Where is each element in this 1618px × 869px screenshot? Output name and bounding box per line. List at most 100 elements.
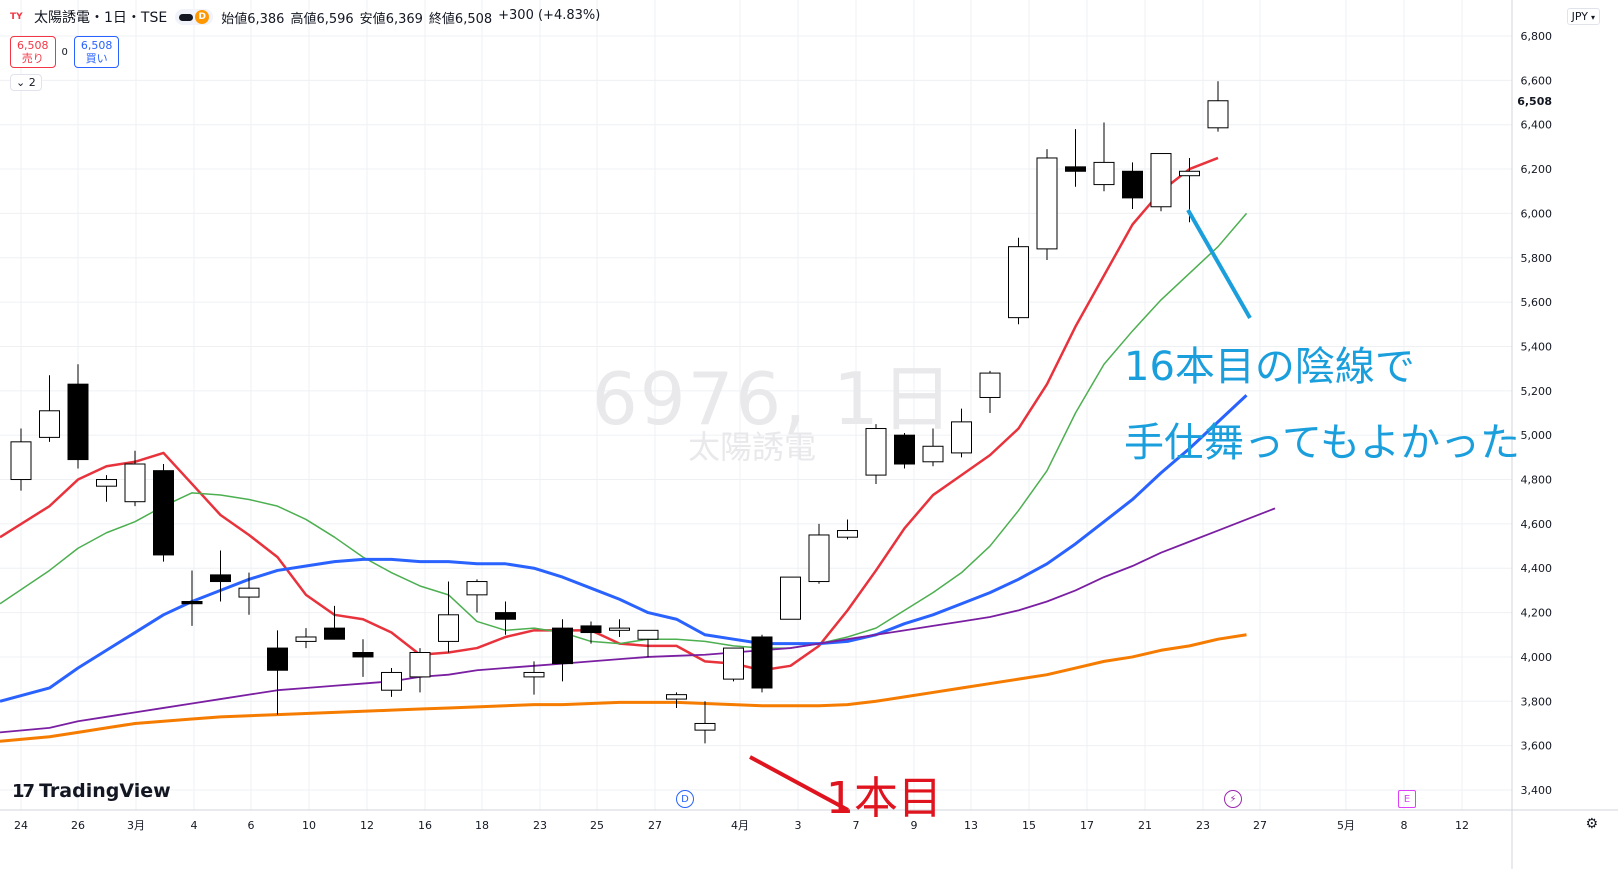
price-tick-label: 6,800 xyxy=(1521,30,1553,43)
candle xyxy=(723,647,744,682)
candle xyxy=(1207,81,1229,132)
candle xyxy=(381,668,402,697)
time-tick-label: 3月 xyxy=(127,819,145,832)
candle-body xyxy=(210,574,231,583)
price-tick-label: 3,600 xyxy=(1521,740,1553,753)
currency-selector[interactable]: JPY ▾ xyxy=(1566,8,1600,25)
candle xyxy=(210,550,231,602)
candle-body xyxy=(181,601,203,605)
symbol-title[interactable]: 太陽誘電・1日・TSE xyxy=(34,10,168,26)
time-tick-label: 16 xyxy=(418,819,432,832)
buy-button[interactable]: 6,508 買い xyxy=(73,36,120,68)
delayed-data-badge[interactable]: D xyxy=(195,10,210,24)
candle-body xyxy=(267,647,288,671)
time-tick-label: 23 xyxy=(533,819,547,832)
price-tick-label: 5,200 xyxy=(1521,385,1553,398)
earnings-event-icon[interactable]: E xyxy=(1398,790,1416,808)
market-closed-icon xyxy=(179,13,194,21)
candle-body xyxy=(523,671,545,678)
candle-body xyxy=(894,434,915,465)
candle-body xyxy=(609,627,630,631)
candle-body xyxy=(1207,100,1229,129)
split-event-icon[interactable]: ⚡ xyxy=(1224,790,1242,808)
price-tick-label: 6,600 xyxy=(1521,74,1553,87)
candle xyxy=(694,701,716,744)
candle xyxy=(922,428,944,467)
candle xyxy=(837,519,858,540)
candle xyxy=(438,581,459,653)
price-tick-label: 6,400 xyxy=(1521,119,1553,132)
price-axis[interactable]: 3,400 3,600 3,800 4,000 4,200 4,400 4,600 4,800… xyxy=(1517,30,1552,797)
candle-body xyxy=(324,627,345,640)
annotation-blue-arrow xyxy=(1186,209,1252,319)
price-tick-label: 6,000 xyxy=(1521,207,1553,220)
candle-body xyxy=(808,534,830,583)
price-tick-label: 5,800 xyxy=(1521,252,1553,265)
candle-body xyxy=(979,372,1001,398)
candle xyxy=(1065,129,1086,187)
time-tick-label: 23 xyxy=(1196,819,1210,832)
watermark-symbol: 6976, 1日 xyxy=(592,357,955,441)
time-tick-label: 17 xyxy=(1080,819,1094,832)
candle xyxy=(580,621,602,644)
time-tick-label: 27 xyxy=(1253,819,1267,832)
candle xyxy=(124,450,146,507)
candle xyxy=(181,570,203,626)
candlesticks xyxy=(10,81,1229,744)
spread-value: 0 xyxy=(61,46,68,58)
candle xyxy=(808,523,830,584)
candle-body xyxy=(1122,170,1143,199)
candle-body xyxy=(1179,170,1200,177)
dividend-event-icon[interactable]: D xyxy=(676,790,694,808)
price-change: +300 (+4.83%) xyxy=(498,7,601,23)
tradingview-mark-icon: 𝟭𝟳 xyxy=(12,780,35,802)
candle xyxy=(979,370,1001,413)
candle xyxy=(10,428,32,491)
candle-body xyxy=(552,627,573,665)
candle xyxy=(552,619,573,682)
price-tick-label: 6,200 xyxy=(1521,163,1553,176)
candle xyxy=(352,639,374,677)
annotation-blue-line1: 16本目の陰線で xyxy=(1124,344,1415,390)
candle xyxy=(153,464,174,562)
time-tick-label: 3 xyxy=(795,819,802,832)
candle xyxy=(609,619,630,637)
tradingview-logo[interactable]: 𝟭𝟳 TradingView xyxy=(12,780,171,802)
candle-body xyxy=(495,612,516,620)
price-tick-label: 4,400 xyxy=(1521,562,1553,575)
time-tick-label: 26 xyxy=(71,819,85,832)
indicator-collapse-button[interactable]: ⌄ 2 xyxy=(10,74,42,91)
market-status-toggle[interactable]: D xyxy=(175,9,214,25)
candle-body xyxy=(295,636,317,642)
candle-body xyxy=(637,629,659,640)
time-axis[interactable]: 24 26 3月 4 6 10 12 16 18 23 25 27 4月 3 7 9 13 15 17 21 23 27 5… xyxy=(14,819,1469,832)
time-tick-label: 8 xyxy=(1401,819,1408,832)
annotation-red-arrow xyxy=(749,755,849,812)
candle-body xyxy=(352,652,374,658)
time-tick-label: 24 xyxy=(14,819,28,832)
candle xyxy=(495,601,516,635)
candle-body xyxy=(1065,166,1086,172)
chevron-down-icon: ⌄ xyxy=(16,76,26,89)
candle-body xyxy=(723,647,744,680)
candle-body xyxy=(153,470,174,556)
time-tick-label: 21 xyxy=(1138,819,1152,832)
price-tick-label: 4,200 xyxy=(1521,607,1553,620)
candle xyxy=(67,364,89,469)
candle-body xyxy=(751,636,773,689)
candle xyxy=(1122,162,1143,209)
settings-gear-icon[interactable]: ⚙ xyxy=(1585,816,1598,832)
candle-body xyxy=(39,410,60,438)
time-tick-label: 18 xyxy=(475,819,489,832)
candle xyxy=(96,475,117,502)
sell-button[interactable]: 6,508 売り xyxy=(10,36,56,68)
candle xyxy=(1093,122,1115,192)
candle xyxy=(409,648,431,693)
price-tick-label: 4,000 xyxy=(1521,651,1553,664)
time-tick-label: 25 xyxy=(590,819,604,832)
price-tick-label: 3,400 xyxy=(1521,784,1553,797)
candle xyxy=(523,661,545,695)
ma-line-ema75 xyxy=(0,633,1247,743)
